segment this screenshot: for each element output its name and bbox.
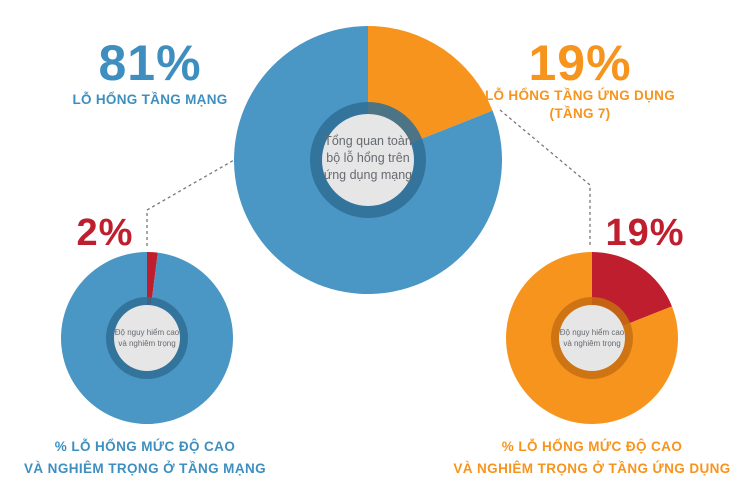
main-center-line-2: bộ lỗ hổng trên <box>326 151 410 165</box>
network-severity-caption-2: VÀ NGHIÊM TRỌNG Ở TẦNG MẠNG <box>23 461 267 476</box>
network-severity-percent: 2% <box>76 212 134 254</box>
application-severity-donut <box>505 252 678 424</box>
main-center-line-1: Tổng quan toàn <box>324 134 412 148</box>
application-center-line-2: và nghiêm trọng <box>563 339 621 348</box>
network-center-text: Độ nguy hiểm cao và nghiêm trọng <box>104 327 190 349</box>
network-severity-caption-1: % LỖ HỔNG MỨC ĐỘ CAO <box>54 439 236 454</box>
application-slice-center-disc <box>559 305 625 371</box>
main-slice-center-disc <box>322 114 414 206</box>
application-center-line-1: Độ nguy hiểm cao <box>559 328 625 337</box>
network-slice-center-disc <box>114 305 180 371</box>
application-severity-percent: 19% <box>605 212 685 254</box>
application-severity-caption-1: % LỖ HỔNG MỨC ĐỘ CAO <box>501 439 683 454</box>
application-share-sublabel: (TẦNG 7) <box>549 106 611 121</box>
network-share-percent: 81% <box>98 35 202 91</box>
application-center-text: Độ nguy hiểm cao và nghiêm trọng <box>549 327 635 349</box>
main-donut <box>234 26 502 294</box>
network-share-label: LỖ HỔNG TẦNG MẠNG <box>72 92 228 107</box>
leader-line-application <box>499 109 591 246</box>
network-center-line-2: và nghiêm trọng <box>118 339 176 348</box>
main-center-text: Tổng quan toàn bộ lỗ hổng trên ứng dụng … <box>311 133 425 184</box>
application-severity-caption-2: VÀ NGHIÊM TRỌNG Ở TẦNG ỨNG DỤNG <box>453 461 731 476</box>
network-severity-donut <box>61 252 234 424</box>
application-share-percent: 19% <box>528 35 632 91</box>
leader-line-network <box>146 151 249 246</box>
application-share-label: LỖ HỔNG TẦNG ỨNG DỤNG <box>485 88 675 103</box>
network-center-line-1: Độ nguy hiểm cao <box>114 328 180 337</box>
main-center-line-3: ứng dụng mạng <box>323 168 413 182</box>
